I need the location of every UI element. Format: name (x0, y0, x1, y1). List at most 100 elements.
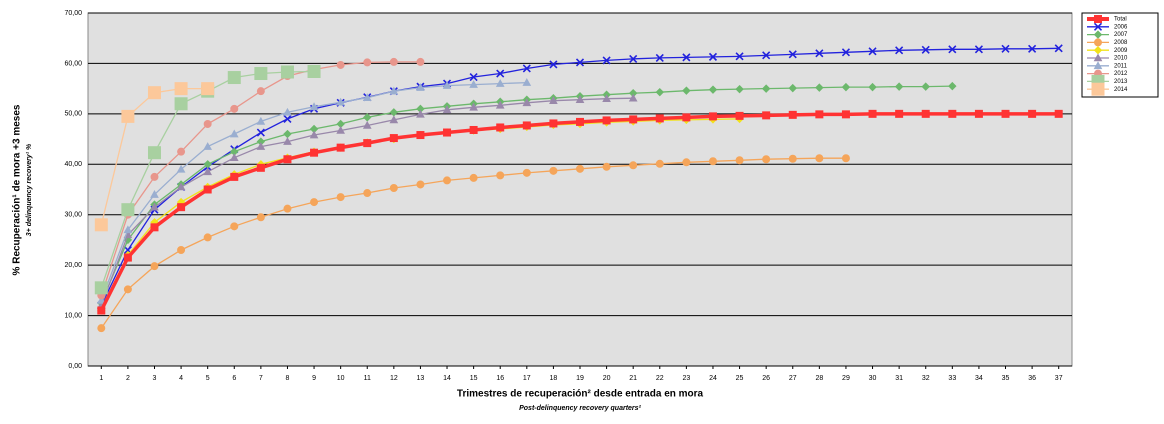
data-point (469, 80, 478, 88)
x-tick-label: 4 (179, 375, 183, 382)
y-axis-subtitle: 3+ delinquency recovery¹ % (26, 143, 33, 236)
data-point (895, 46, 904, 55)
x-tick-label: 13 (417, 375, 425, 382)
data-point (1054, 109, 1063, 118)
data-point (948, 45, 957, 54)
x-tick-label: 5 (206, 375, 210, 382)
data-point (150, 172, 159, 181)
data-point (203, 233, 212, 242)
data-point (655, 114, 664, 123)
x-tick-label: 18 (550, 375, 558, 382)
data-point (336, 97, 345, 106)
data-point (549, 166, 558, 175)
data-point (602, 56, 611, 65)
data-point (948, 81, 957, 91)
data-point (841, 154, 850, 163)
y-tick-label: 60,00 (64, 60, 82, 67)
data-point (708, 157, 717, 166)
x-tick-label: 34 (975, 375, 983, 382)
data-point (336, 143, 345, 152)
data-point (628, 93, 638, 102)
data-point (602, 94, 611, 103)
data-point (815, 49, 824, 58)
data-point (522, 168, 531, 177)
data-point (123, 253, 132, 262)
y-axis-title: % Recuperación¹ de mora +3 meses (12, 104, 23, 275)
data-point (682, 86, 691, 95)
data-point (336, 60, 345, 69)
legend-label: 2007 (1114, 32, 1128, 38)
y-tick-label: 30,00 (64, 212, 82, 219)
data-point (629, 115, 638, 124)
data-point (735, 156, 744, 165)
data-point (150, 190, 159, 198)
data-point (416, 131, 425, 140)
legend-label: 2006 (1114, 24, 1128, 30)
data-point (230, 222, 239, 231)
data-point (974, 45, 983, 54)
data-point (176, 182, 186, 191)
data-point (655, 53, 664, 62)
data-point (708, 85, 718, 94)
x-tick-label: 33 (948, 375, 956, 382)
data-point (230, 172, 239, 181)
data-point (575, 95, 585, 104)
legend-label: 2011 (1114, 63, 1128, 69)
data-point (256, 213, 265, 222)
data-point (469, 125, 478, 134)
data-point (203, 119, 212, 128)
data-point (655, 87, 664, 97)
data-point (442, 105, 452, 114)
data-point (1054, 44, 1063, 53)
y-tick-label: 20,00 (64, 262, 82, 269)
data-point (788, 50, 797, 59)
data-point (868, 82, 877, 92)
data-point (203, 185, 212, 194)
data-point (443, 176, 452, 185)
data-point (1028, 109, 1037, 118)
data-point (389, 86, 399, 95)
data-point (389, 57, 398, 66)
data-point (762, 51, 771, 60)
data-point (150, 202, 159, 211)
data-point (576, 117, 584, 126)
data-point (442, 81, 452, 89)
data-point (177, 147, 186, 156)
data-point (362, 120, 372, 129)
x-tick-label: 37 (1055, 375, 1063, 382)
data-point (280, 65, 294, 79)
data-point (389, 134, 398, 143)
data-point (629, 54, 638, 63)
x-tick-label: 1 (99, 375, 103, 382)
data-point (174, 97, 188, 111)
legend-marker (1093, 22, 1103, 31)
legend-label: Total (1114, 17, 1127, 23)
x-tick-label: 31 (895, 375, 903, 382)
data-point (655, 159, 664, 168)
data-point (283, 107, 292, 116)
data-point (363, 139, 372, 148)
y-tick-label: 40,00 (64, 161, 82, 168)
x-tick-label: 26 (762, 375, 770, 382)
data-point (203, 167, 213, 176)
legend-label: 2009 (1114, 48, 1128, 54)
data-point (147, 86, 161, 100)
x-tick-label: 10 (337, 375, 345, 382)
data-point (469, 173, 478, 182)
data-point (227, 71, 241, 85)
x-tick-label: 36 (1028, 375, 1036, 382)
data-point (363, 189, 372, 198)
data-point (522, 64, 531, 73)
data-point (602, 116, 611, 125)
x-axis-subtitle: Post-delinquency recovery quarters² (519, 405, 641, 412)
data-point (310, 148, 319, 157)
data-point (147, 146, 161, 160)
data-point (416, 83, 425, 91)
data-point (576, 164, 584, 173)
data-point (283, 204, 292, 213)
legend-label: 2008 (1114, 40, 1128, 46)
data-point (97, 306, 106, 315)
data-point (389, 115, 399, 124)
x-tick-label: 12 (390, 375, 398, 382)
